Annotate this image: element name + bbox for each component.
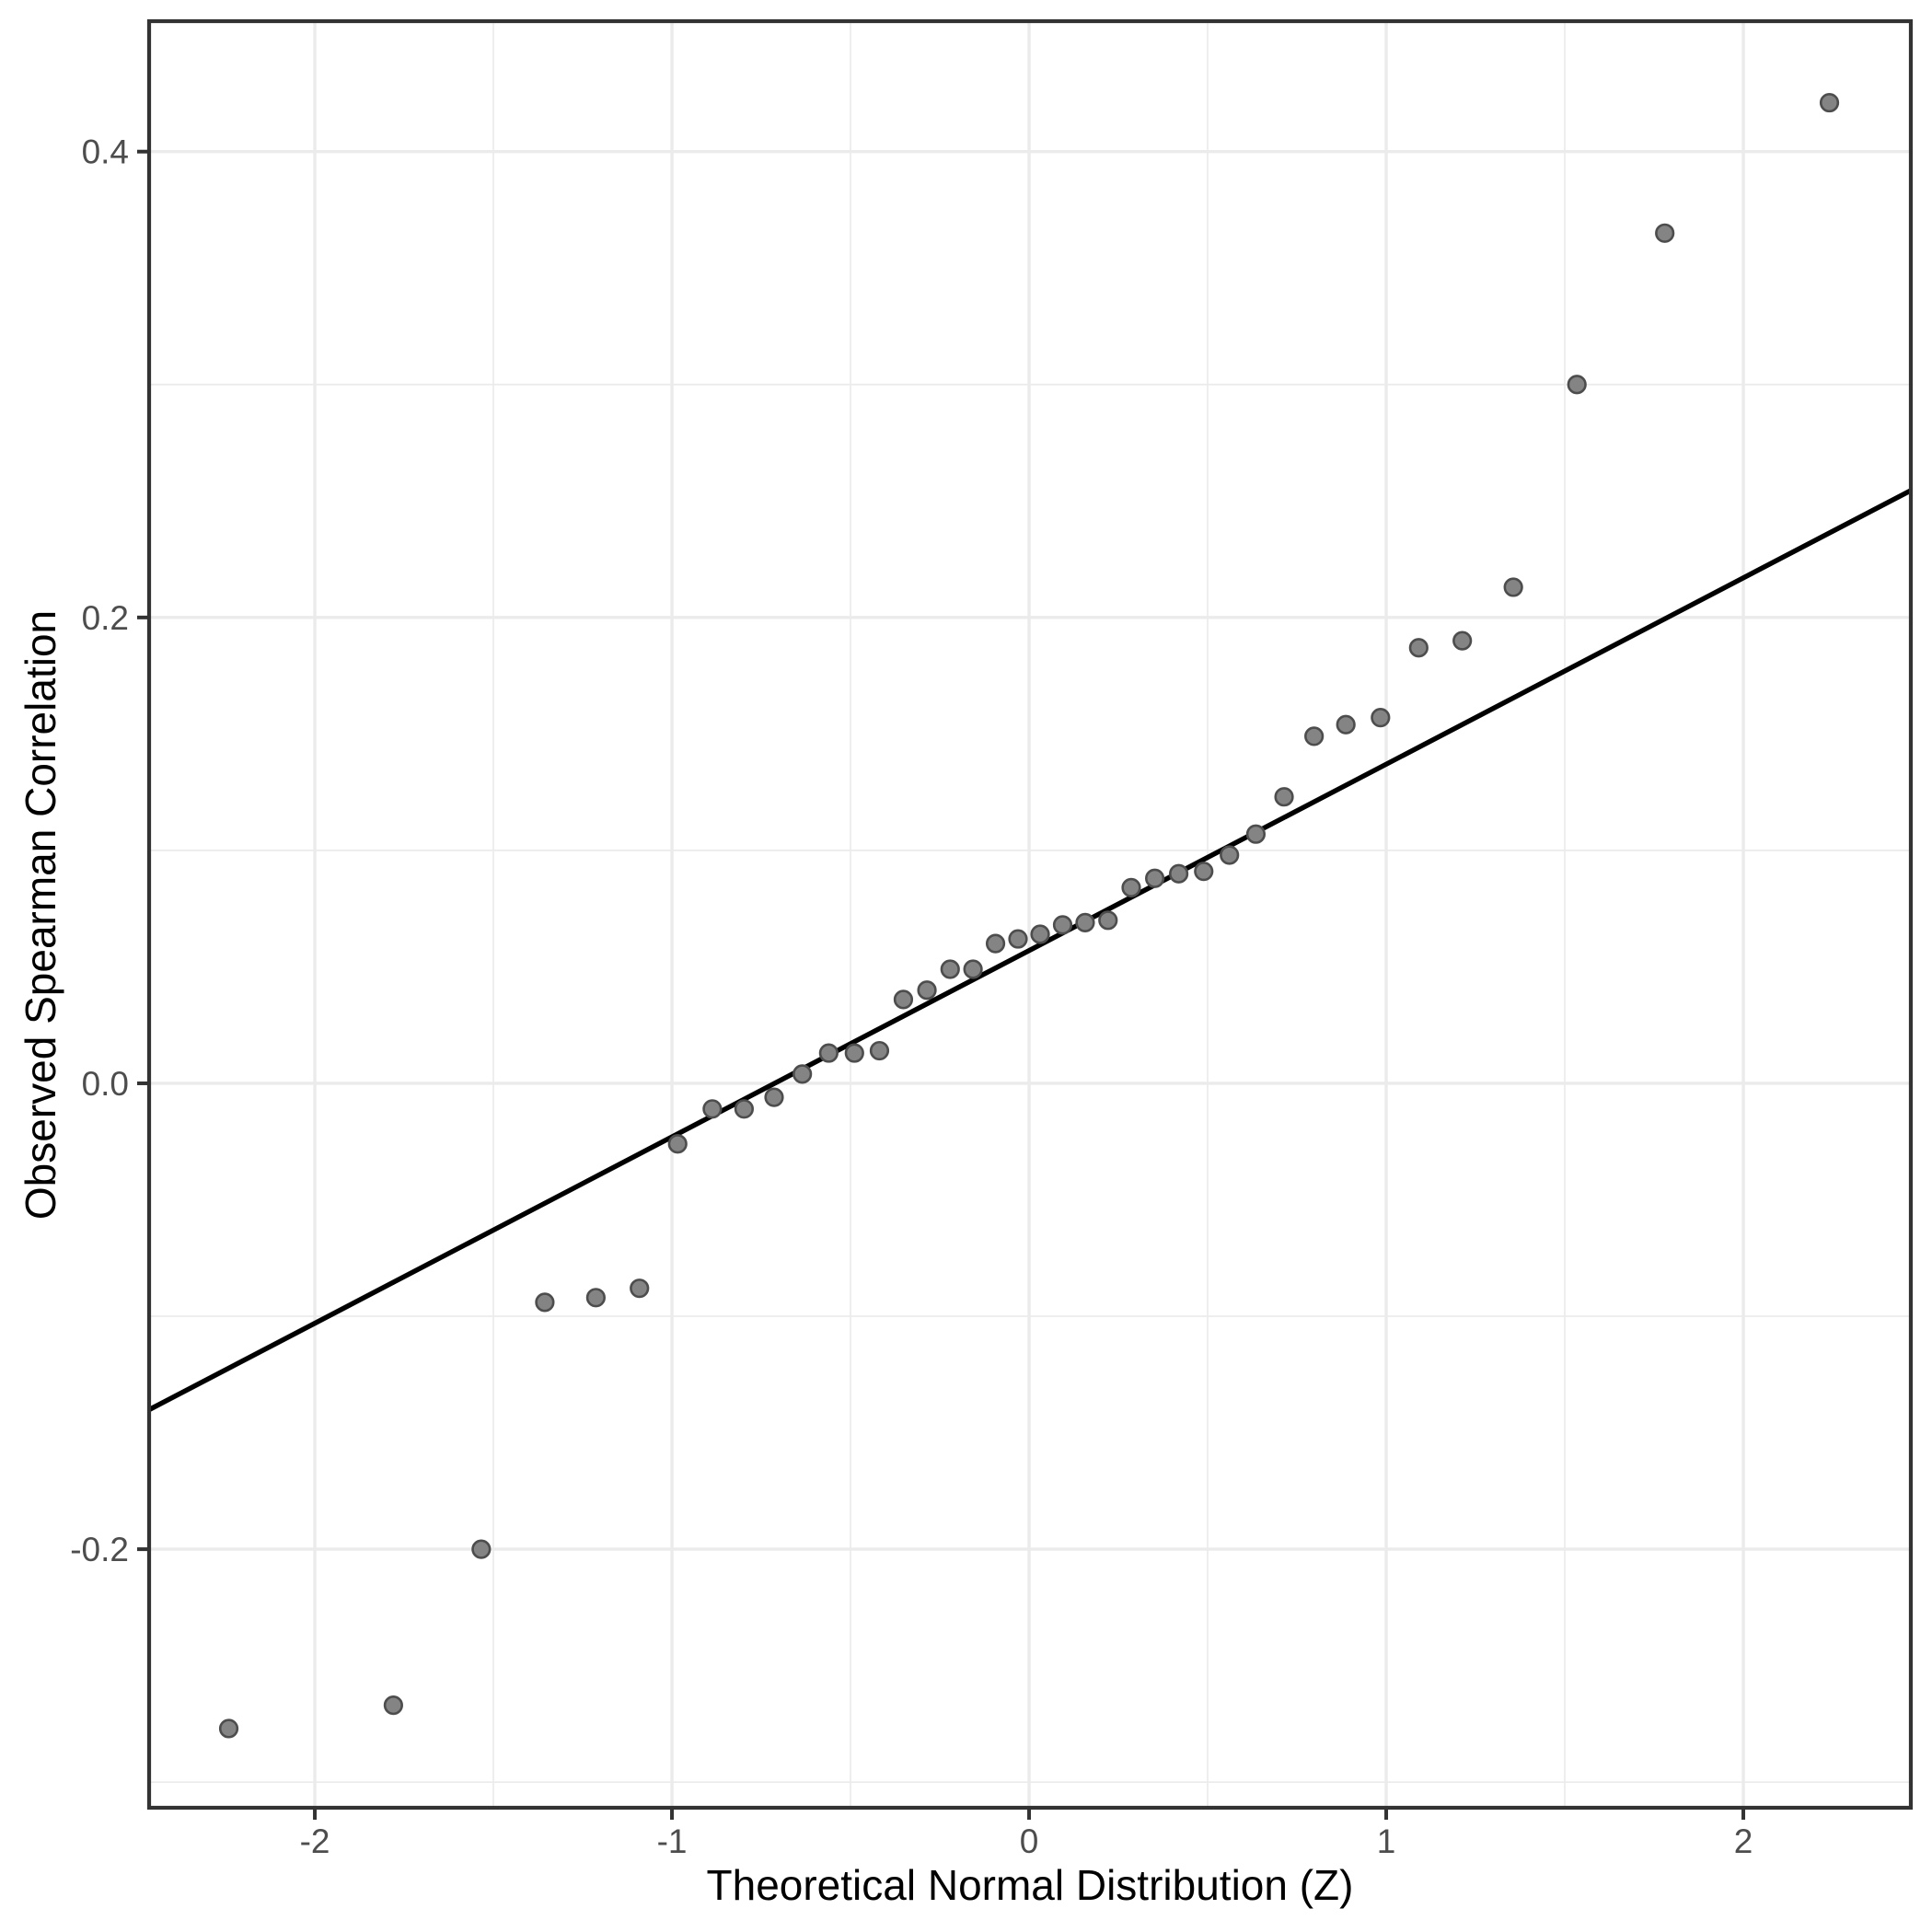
y-axis-title: Observed Spearman Correlation [17, 610, 64, 1220]
data-point [1145, 868, 1165, 888]
data-point [869, 1040, 890, 1061]
data-point [1194, 862, 1214, 882]
data-point [1052, 915, 1073, 935]
x-tick-label: -2 [300, 1822, 330, 1860]
data-point [383, 1695, 403, 1716]
y-tick-label: 0.2 [82, 599, 129, 637]
y-axis-tick-labels: 0.4 0.2 0.0 -0.2 [70, 133, 129, 1568]
data-point [1098, 910, 1118, 931]
data-point [218, 1718, 239, 1739]
grid-major-lines [149, 21, 1911, 1808]
qq-reference-line [147, 488, 1913, 1412]
data-point [471, 1539, 492, 1559]
data-point [1030, 924, 1050, 944]
axis-tick-marks [137, 149, 1746, 1820]
data-point [1304, 726, 1325, 746]
x-tick-label: 2 [1734, 1822, 1753, 1860]
data-point [1075, 912, 1095, 932]
data-point [963, 959, 983, 979]
data-point [985, 933, 1006, 954]
data-point [667, 1134, 688, 1154]
data-point [1245, 824, 1267, 844]
x-tick-label: 0 [1020, 1822, 1039, 1860]
x-tick-label: 1 [1377, 1822, 1396, 1860]
y-tick-label: 0.0 [82, 1065, 129, 1103]
data-point [818, 1043, 839, 1063]
data-point [1220, 845, 1240, 865]
data-point [940, 959, 960, 979]
data-point [1655, 223, 1675, 243]
x-tick-label: -1 [657, 1822, 688, 1860]
y-tick-label: 0.4 [82, 133, 129, 171]
data-point [1567, 375, 1587, 395]
x-axis-title: Theoretical Normal Distribution (Z) [707, 1861, 1354, 1909]
y-tick-label: -0.2 [70, 1531, 129, 1568]
data-point [1371, 708, 1391, 728]
data-point [844, 1043, 864, 1063]
data-point [1274, 787, 1294, 807]
data-point [734, 1099, 755, 1119]
reference-line [147, 488, 1913, 1412]
data-point [1121, 877, 1141, 897]
data-point [1452, 631, 1473, 651]
data-point [1503, 577, 1523, 597]
data-point [1008, 929, 1028, 949]
x-axis-tick-labels: -2 -1 0 1 2 [300, 1822, 1753, 1860]
data-point [792, 1064, 813, 1084]
data-point [1408, 638, 1429, 658]
data-point [702, 1099, 723, 1119]
data-point [917, 980, 937, 1001]
data-point [764, 1087, 784, 1107]
data-point [585, 1288, 606, 1308]
data-point [535, 1292, 555, 1313]
data-point [1819, 92, 1840, 113]
data-point [630, 1278, 650, 1299]
data-point [1336, 714, 1356, 735]
data-point [1169, 863, 1189, 884]
data-point [893, 989, 914, 1010]
data-points [218, 92, 1840, 1739]
